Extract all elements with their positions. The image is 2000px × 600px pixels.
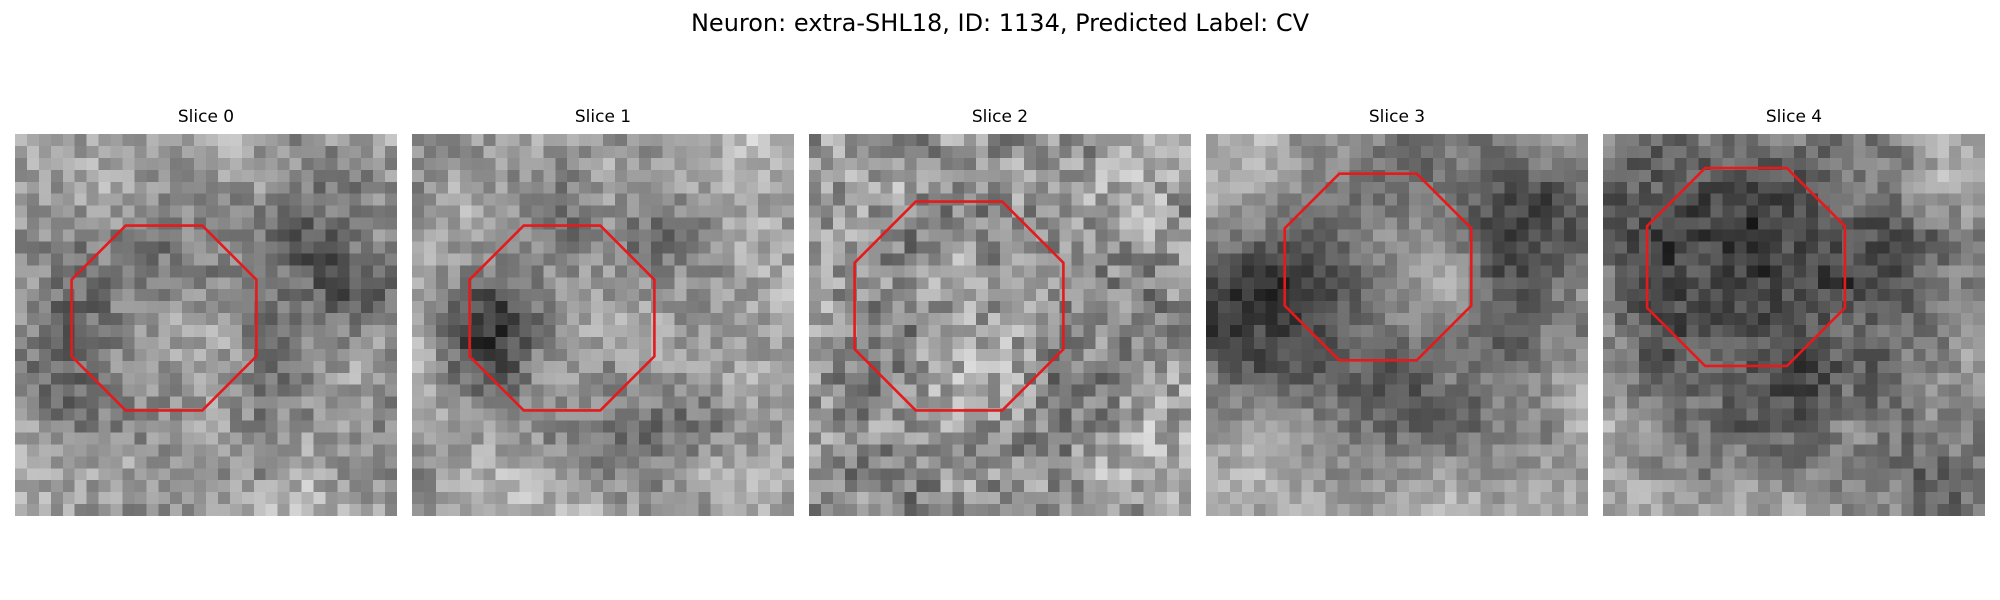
slice-title-3: Slice 3 [1368,107,1426,127]
pixel-grid [1206,134,1588,516]
slice-panel-0: Slice 0 [15,106,397,516]
slice-title-4: Slice 4 [1765,107,1823,127]
pixel-grid [412,134,794,516]
figure-title: Neuron: extra-SHL18, ID: 1134, Predicted… [690,9,1310,37]
pixel-grid [809,134,1191,516]
slice-image-0 [15,134,397,516]
roi-octagon-outline [853,200,1065,412]
pixel-grid [1603,134,1985,516]
roi-octagon-outline [468,224,656,412]
slice-title-2: Slice 2 [971,107,1029,127]
slice-image-1 [412,134,794,516]
slice-image-2 [809,134,1191,516]
slice-panel-2: Slice 2 [809,106,1191,516]
slice-image-4 [1603,134,1985,516]
slice-panel-4: Slice 4 [1603,106,1985,516]
slice-title-1: Slice 1 [574,107,632,127]
slice-panel-1: Slice 1 [412,106,794,516]
roi-octagon-outline [1645,166,1847,368]
slice-panel-3: Slice 3 [1206,106,1588,516]
slice-title-0: Slice 0 [177,107,235,127]
roi-octagon-outline [70,224,258,412]
slice-image-3 [1206,134,1588,516]
roi-octagon-outline [1283,172,1473,362]
